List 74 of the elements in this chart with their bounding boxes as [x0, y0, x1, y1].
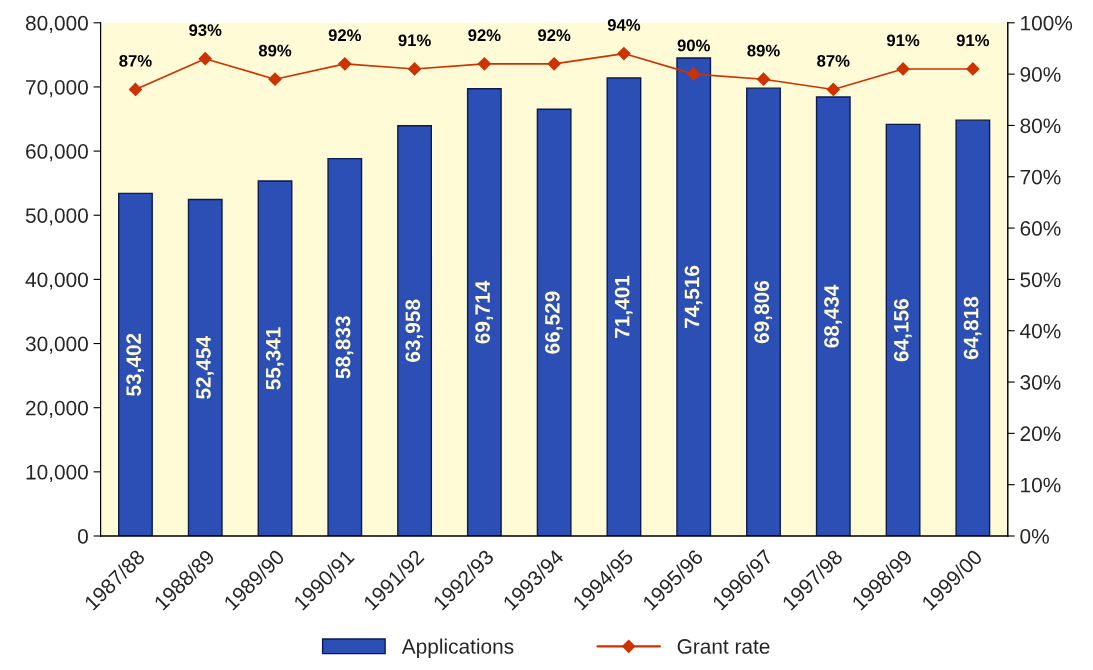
data-label: 87% [119, 54, 152, 67]
data-label: 91% [956, 34, 990, 47]
y2-tick-label: 30% [1020, 375, 1061, 390]
bar [536, 108, 572, 536]
data-label: 69,714 [475, 280, 493, 344]
y-tick-label: 0 [77, 529, 88, 544]
data-label: 64,818 [963, 296, 982, 360]
y2-tick-label: 10% [1021, 477, 1061, 493]
y2-tick-label: 80% [1020, 118, 1061, 134]
y-tick-label: 40,000 [25, 272, 88, 290]
bar [118, 192, 153, 536]
bar [815, 96, 851, 536]
data-label: 92% [328, 29, 362, 42]
y-tick-label: 80,000 [25, 15, 88, 33]
bar [885, 123, 921, 536]
y2-tick-label: 60% [1020, 221, 1061, 236]
y2-tick-label: 40% [1020, 323, 1061, 339]
bar [466, 88, 502, 536]
data-label: 52,454 [196, 336, 214, 399]
data-label: 92% [468, 29, 501, 42]
data-label: 93% [189, 24, 222, 36]
point [128, 82, 143, 97]
data-label: 92% [538, 29, 571, 42]
data-label: 91% [886, 34, 920, 47]
data-label: 87% [817, 54, 850, 67]
point [966, 62, 980, 76]
data-label: 91% [398, 34, 431, 47]
point [826, 82, 840, 97]
point [756, 72, 771, 86]
y-tick-label: 10,000 [26, 464, 88, 483]
point [896, 62, 910, 76]
bar [187, 198, 223, 536]
y2-tick-label: 100% [1021, 15, 1073, 31]
data-label: 55,341 [265, 327, 284, 390]
data-label: 89% [258, 44, 292, 57]
bar [676, 57, 712, 536]
y-tick-label: 30,000 [25, 336, 88, 354]
y2-tick-label: 70% [1020, 169, 1061, 185]
legend-label: Applications [401, 638, 514, 658]
data-label: 58,833 [335, 316, 354, 379]
data-label: 66,529 [544, 291, 563, 354]
y2-tick-label: 90% [1020, 67, 1061, 82]
y2-tick-label: 20% [1020, 426, 1061, 442]
data-label: 94% [607, 19, 641, 31]
y-tick-label: 60,000 [26, 144, 88, 162]
data-label: 74,516 [684, 265, 703, 328]
point [547, 57, 561, 71]
data-label: 63,958 [405, 299, 424, 362]
point [198, 52, 212, 66]
y2-tick-label: 50% [1020, 272, 1061, 288]
data-label: 71,401 [614, 275, 633, 338]
point [338, 57, 352, 71]
bar [327, 157, 363, 536]
bar [257, 180, 293, 536]
y-tick-label: 70,000 [26, 79, 88, 98]
y-tick-label: 50,000 [25, 208, 88, 226]
data-label: 69,806 [754, 280, 773, 344]
data-label: 89% [747, 44, 780, 57]
y2-tick-label: 0% [1020, 529, 1049, 544]
data-label: 90% [677, 39, 710, 52]
y-tick-label: 20,000 [26, 400, 88, 418]
bar [606, 77, 642, 536]
point [407, 62, 422, 76]
point [687, 67, 701, 81]
bar [397, 124, 433, 536]
point [268, 72, 282, 86]
point [477, 57, 491, 71]
point [617, 46, 631, 61]
bar [746, 87, 781, 536]
data-label: 68,434 [824, 284, 842, 348]
legend-label: Grant rate [677, 639, 770, 654]
bar [955, 119, 991, 536]
data-label: 53,402 [126, 333, 145, 396]
data-label: 64,156 [893, 299, 912, 362]
